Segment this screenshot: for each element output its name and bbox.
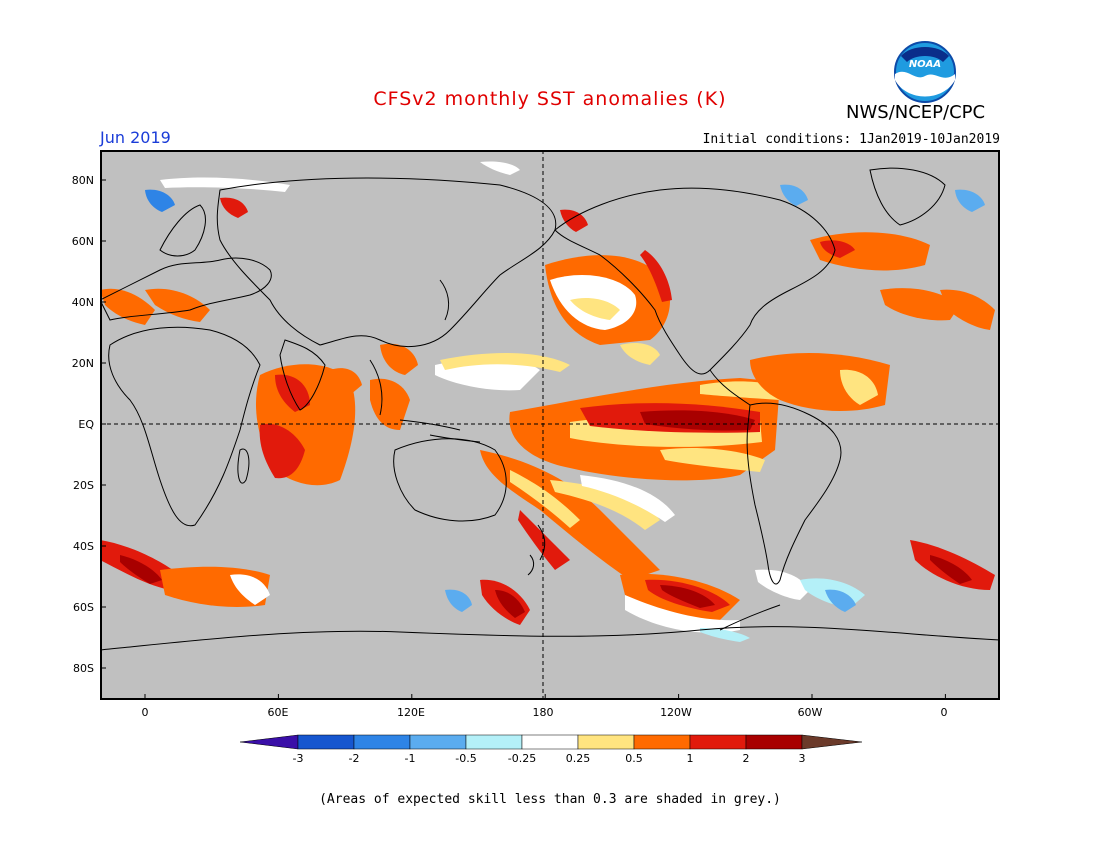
colorbar-label: 1 <box>687 752 694 765</box>
lon-ticks <box>144 694 946 700</box>
colorbar-segment <box>409 734 467 750</box>
lat-label: 80S <box>73 662 94 675</box>
sst-anomaly-map <box>100 150 1000 700</box>
initial-conditions: Initial conditions: 1Jan2019-10Jan2019 <box>702 132 1000 147</box>
lon-label: 60W <box>797 706 823 719</box>
lon-label: 120W <box>660 706 692 719</box>
lat-label: 40N <box>71 296 94 309</box>
lat-label: EQ <box>78 418 94 431</box>
lon-label: 0 <box>940 706 948 719</box>
lon-label: 120E <box>397 706 425 719</box>
lat-ticks <box>100 179 106 669</box>
colorbar-segment <box>353 734 411 750</box>
color-scale-bar: -3 -2 -1 -0.5 -0.25 0.25 0.5 1 2 3 <box>239 734 862 765</box>
skill-footnote: (Areas of expected skill less than 0.3 a… <box>319 792 781 807</box>
lat-label: 60S <box>73 601 94 614</box>
colorbar-label: -0.5 <box>455 752 476 765</box>
chart-title: CFSv2 monthly SST anomalies (K) <box>373 88 727 110</box>
colorbar-segment <box>689 734 747 750</box>
noaa-logo-text: NOAA <box>909 59 941 70</box>
colorbar-label: -2 <box>349 752 360 765</box>
lon-label: 60E <box>267 706 289 719</box>
lon-label: 180 <box>532 706 554 719</box>
colorbar-segment <box>465 734 523 750</box>
colorbar-arrow-low <box>239 734 299 750</box>
lat-label: 20N <box>71 357 94 370</box>
colorbar-label: 0.5 <box>625 752 643 765</box>
colorbar-label: -3 <box>293 752 304 765</box>
lat-label: 80N <box>71 174 94 187</box>
anomaly-patches <box>100 161 995 642</box>
lat-label: 20S <box>73 479 94 492</box>
colorbar-arrow-high <box>801 734 862 750</box>
forecast-month: Jun 2019 <box>100 128 171 147</box>
colorbar-segment <box>577 734 635 750</box>
colorbar-segment <box>521 734 579 750</box>
colorbar-segment <box>297 734 355 750</box>
colorbar-label: 0.25 <box>566 752 591 765</box>
agency-label: NWS/NCEP/CPC <box>846 102 986 123</box>
lon-label: 0 <box>141 706 149 719</box>
colorbar-label: 3 <box>799 752 806 765</box>
coastlines <box>100 167 1000 651</box>
colorbar-label: -0.25 <box>508 752 536 765</box>
colorbar-segment <box>633 734 691 750</box>
lat-label: 40S <box>73 540 94 553</box>
colorbar-segment <box>745 734 803 750</box>
map-frame <box>100 150 1000 700</box>
colorbar-label: -1 <box>405 752 416 765</box>
noaa-logo: NOAA <box>893 40 957 108</box>
colorbar-label: 2 <box>743 752 750 765</box>
lat-label: 60N <box>71 235 94 248</box>
